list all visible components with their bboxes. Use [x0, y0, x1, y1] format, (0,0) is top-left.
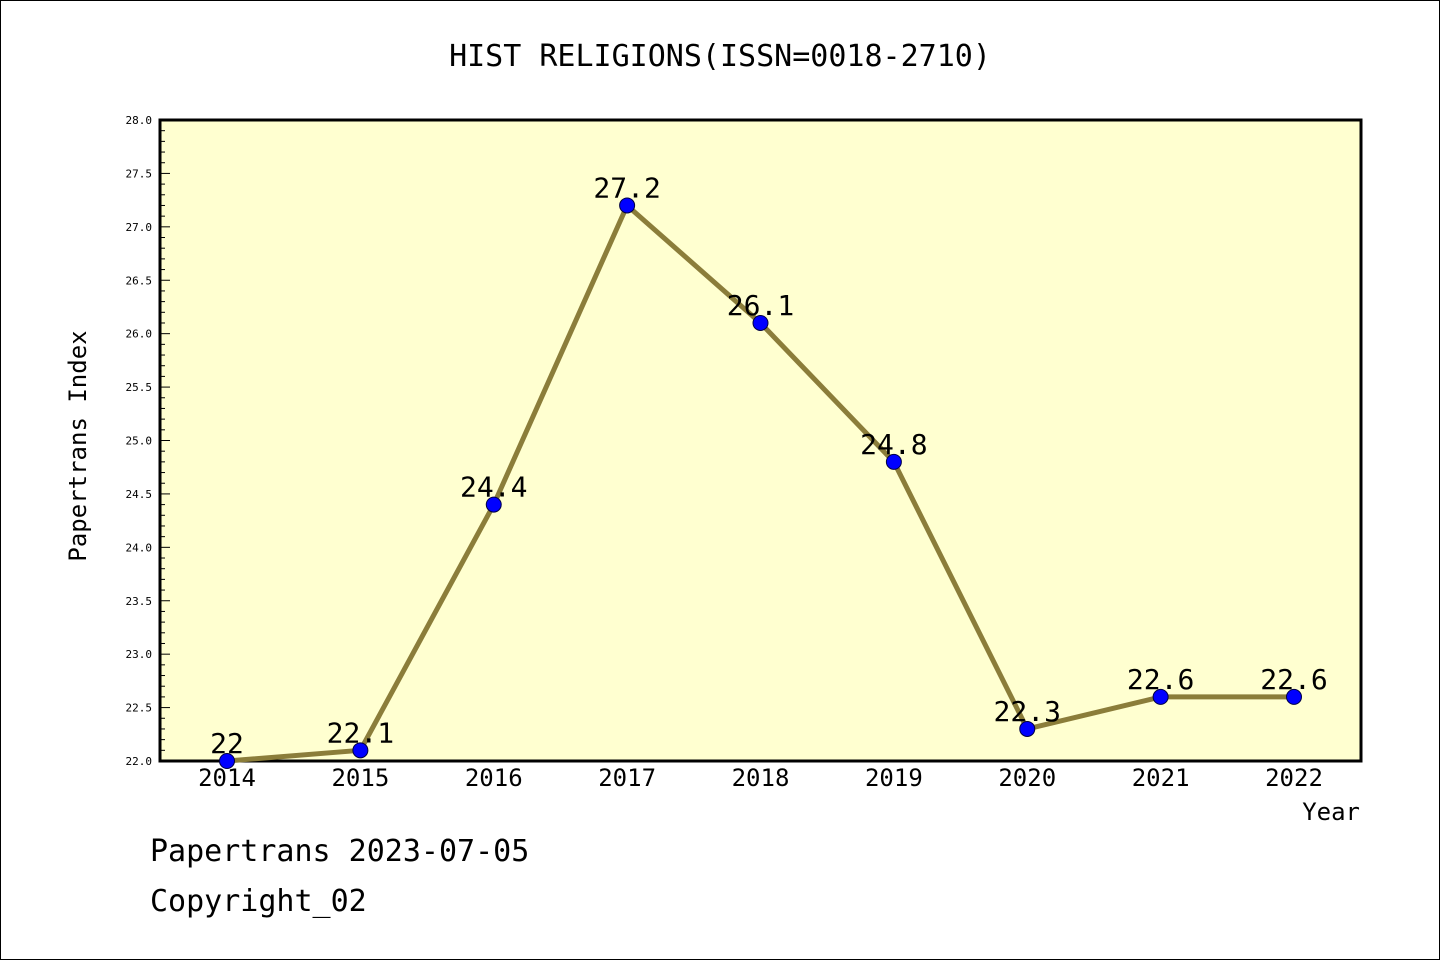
data-point [1152, 688, 1169, 705]
data-label: 22 [210, 727, 244, 760]
data-label: 22.6 [1260, 663, 1327, 696]
footer-copyright: Copyright_02 [150, 884, 367, 919]
y-tick-label: 27.5 [126, 167, 153, 180]
x-tick-label: 2016 [465, 764, 523, 792]
data-label: 22.1 [327, 716, 394, 749]
y-tick-label: 23.5 [126, 595, 153, 608]
y-axis-label: Papertrans Index [64, 330, 92, 561]
y-tick-label: 27.0 [126, 221, 153, 234]
y-tick-label: 26.5 [126, 274, 153, 287]
chart-title: HIST RELIGIONS(ISSN=0018-2710) [449, 39, 991, 74]
data-labels: 22 22.1 24.4 27.2 26.1 24.8 22.3 22.6 22.6 [210, 171, 1328, 760]
data-point [619, 197, 636, 214]
plot-area [158, 118, 1363, 763]
data-label: 22.3 [994, 695, 1061, 728]
x-tick-label: 2018 [732, 764, 790, 792]
data-point [752, 314, 769, 331]
x-tick-label: 2019 [865, 764, 923, 792]
data-label: 24.4 [460, 471, 527, 504]
y-tick-label: 24.0 [126, 541, 153, 554]
x-tick-label: 2017 [598, 764, 656, 792]
y-tick-label: 22.5 [126, 702, 153, 715]
data-point [219, 753, 235, 769]
y-tick-label: 26.0 [126, 328, 153, 341]
data-point [885, 453, 902, 470]
y-tick-label: 23.0 [126, 648, 153, 661]
data-point [352, 742, 369, 759]
x-axis-label: Year [1302, 798, 1360, 826]
x-tick-label: 2021 [1132, 764, 1190, 792]
data-label: 26.1 [727, 289, 794, 322]
data-point [1286, 688, 1302, 705]
x-tick-label: 2022 [1265, 764, 1323, 792]
data-point [1019, 720, 1036, 737]
data-label: 22.6 [1127, 663, 1194, 696]
y-axis-ticks: 22.0 22.5 23.0 23.5 24.0 24.5 25.0 25.5 26.0 26.5… [126, 114, 170, 768]
x-axis-tick-labels: 2014 2015 2016 2017 2018 2019 2020 2021 2022 [198, 764, 1323, 792]
footer-date: Papertrans 2023-07-05 [150, 834, 530, 869]
data-label: 27.2 [593, 171, 660, 204]
data-points [219, 197, 1302, 769]
y-tick-label: 22.0 [126, 755, 153, 768]
x-tick-label: 2020 [998, 764, 1056, 792]
y-tick-label: 24.5 [126, 488, 153, 501]
y-tick-label: 25.0 [126, 435, 153, 448]
data-label: 24.8 [860, 428, 927, 461]
x-tick-label: 2015 [331, 764, 389, 792]
data-point [485, 496, 502, 513]
y-tick-label: 28.0 [126, 114, 153, 127]
y-tick-label: 25.5 [126, 381, 153, 394]
